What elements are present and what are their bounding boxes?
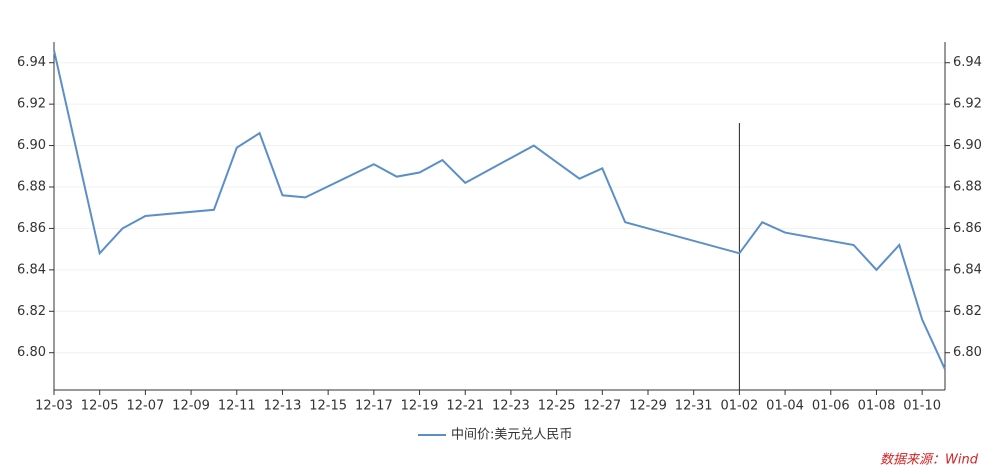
x-tick-label: 12-09 <box>172 399 210 414</box>
y-tick-label: 6.80 <box>17 345 46 360</box>
source: 数据来源：Wind <box>880 453 979 468</box>
y2-tick-label: 6.80 <box>953 345 982 360</box>
x-tick-label: 12-29 <box>629 399 667 414</box>
x-tick-label: 12-13 <box>264 399 302 414</box>
y2-tick-label: 6.86 <box>953 221 982 236</box>
x-tick-label: 12-11 <box>218 399 256 414</box>
y-tick-label: 6.84 <box>17 262 46 277</box>
y2-tick-label: 6.88 <box>953 180 982 195</box>
y-tick-label: 6.86 <box>17 221 46 236</box>
y-tick-label: 6.92 <box>17 97 46 112</box>
y2-tick-label: 6.92 <box>953 97 982 112</box>
y2-tick-label: 6.84 <box>953 262 982 277</box>
x-tick-label: 01-02 <box>720 399 758 414</box>
x-tick-label: 12-23 <box>492 399 530 414</box>
x-tick-label: 12-07 <box>126 399 164 414</box>
y2-tick-label: 6.94 <box>953 55 982 70</box>
x-tick-label: 12-15 <box>309 399 347 414</box>
x-tick-label: 12-27 <box>583 399 621 414</box>
x-tick-label: 12-19 <box>401 399 439 414</box>
x-tick-label: 12-03 <box>35 399 73 414</box>
y-tick-label: 6.94 <box>17 55 46 70</box>
legend-label: 中间价:美元兑人民币 <box>451 428 572 443</box>
x-tick-label: 12-25 <box>538 399 576 414</box>
x-tick-label: 01-08 <box>858 399 896 414</box>
y2-tick-label: 6.82 <box>953 304 982 319</box>
x-tick-label: 12-05 <box>81 399 119 414</box>
y2-tick-label: 6.90 <box>953 138 982 153</box>
x-tick-label: 01-10 <box>903 399 941 414</box>
x-tick-label: 01-04 <box>766 399 804 414</box>
x-tick-label: 12-17 <box>355 399 393 414</box>
x-tick-label: 12-31 <box>675 399 713 414</box>
y-tick-label: 6.88 <box>17 180 46 195</box>
x-tick-label: 01-06 <box>812 399 850 414</box>
x-tick-label: 12-21 <box>446 399 484 414</box>
y-tick-label: 6.82 <box>17 304 46 319</box>
y-tick-label: 6.90 <box>17 138 46 153</box>
line <box>53 50 946 370</box>
